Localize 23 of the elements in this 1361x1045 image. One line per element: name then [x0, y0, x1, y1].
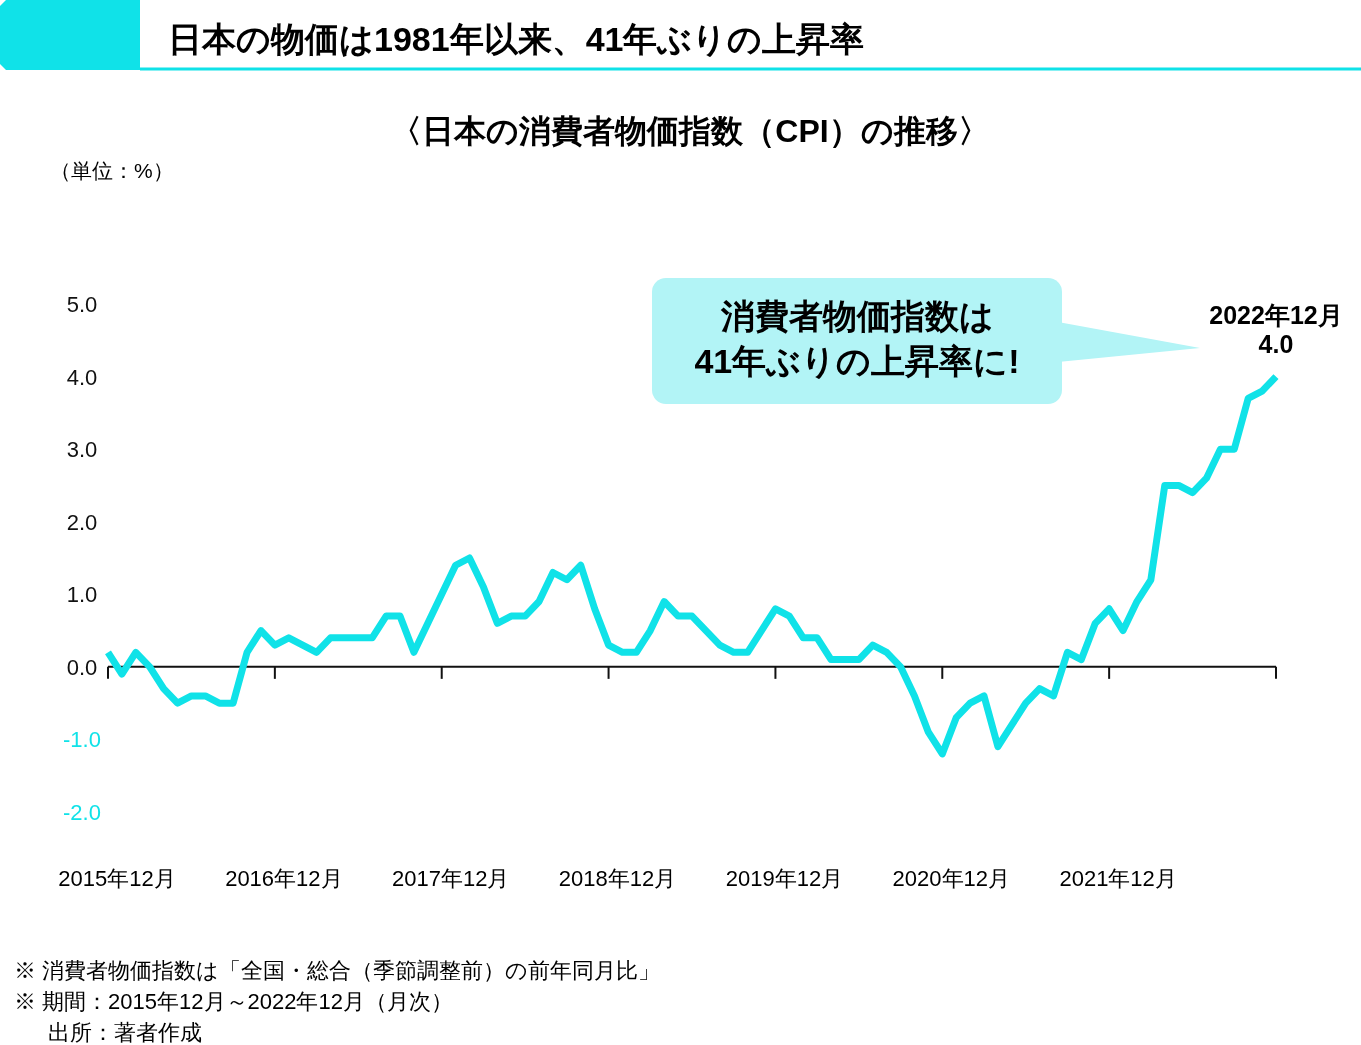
chart-title: 日本の物価は1981年以来、41年ぶりの上昇率	[168, 20, 865, 58]
y-tick-label: 0.0	[66, 654, 98, 680]
x-tick-label: 2019年12月	[725, 866, 844, 891]
text: ※ 期間：2015年12月～2022年12月（月次）	[14, 989, 453, 1014]
x-tick-label: 2015年12月	[58, 866, 176, 891]
y-tick-label: 2.0	[66, 509, 98, 535]
text: ※ 消費者物価指数は「全国・総合（季節調整前）の前年同月比」	[14, 958, 661, 983]
x-tick-label: 2021年12月	[1059, 866, 1177, 891]
y-tick-label: -2.0	[63, 800, 101, 825]
y-tick-label: 4.0	[66, 364, 98, 390]
chart-subtitle: 〈日本の消費者物価指数（CPI）の推移〉	[390, 113, 990, 149]
y-tick-label: -1.0	[63, 727, 101, 753]
y-tick-label: 1.0	[66, 582, 98, 608]
annotation: 消費者物価指数は 41年ぶりの上昇率に!	[694, 297, 1020, 380]
x-tick-label: 2016年12月	[225, 866, 343, 891]
y-tick-label: 5.0	[66, 292, 98, 317]
x-tick-label: 2018年12月	[558, 866, 677, 891]
x-tick-label: 2020年12月	[892, 866, 1010, 891]
y-tick-label: 3.0	[66, 437, 98, 463]
text: （単位：%）	[50, 159, 174, 182]
text: 出所：著者作成	[48, 1020, 202, 1045]
x-tick-label: 2017年12月	[392, 866, 510, 891]
annotation: 2022年12月 4.0	[1209, 300, 1343, 358]
